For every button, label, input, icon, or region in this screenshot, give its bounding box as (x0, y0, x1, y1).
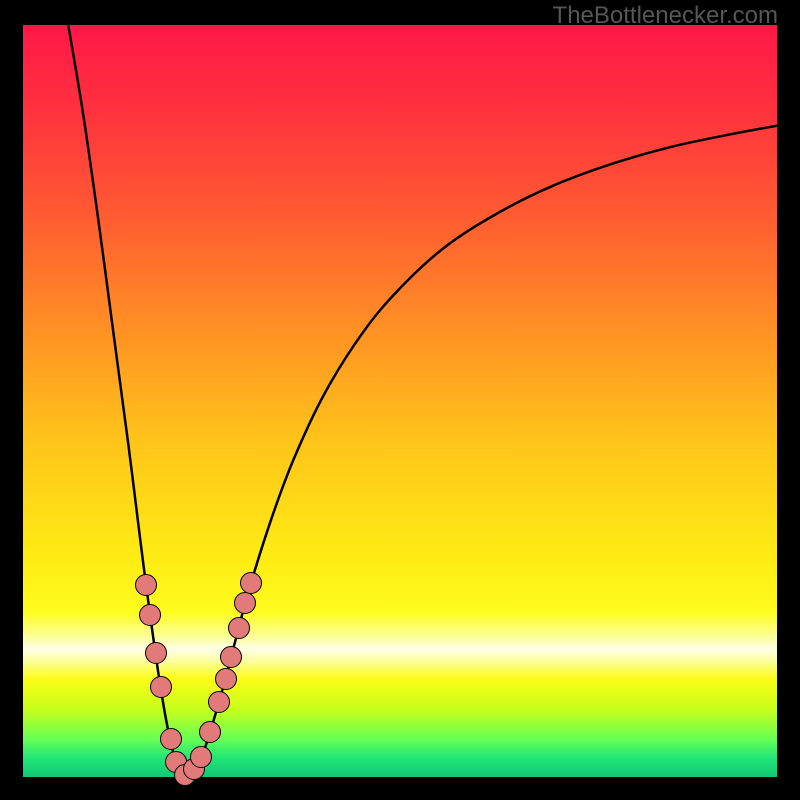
data-marker (228, 617, 250, 639)
chart-frame (23, 25, 777, 777)
data-markers-layer (23, 25, 777, 777)
data-marker (215, 668, 237, 690)
data-marker (145, 642, 167, 664)
watermark-text: TheBottlenecker.com (553, 2, 778, 30)
data-marker (135, 574, 157, 596)
data-marker (150, 676, 172, 698)
data-marker (240, 572, 262, 594)
data-marker (220, 646, 242, 668)
data-marker (160, 728, 182, 750)
data-marker (199, 721, 221, 743)
data-marker (190, 746, 212, 768)
data-marker (234, 592, 256, 614)
data-marker (208, 691, 230, 713)
plot-area (23, 25, 777, 777)
data-marker (139, 604, 161, 626)
